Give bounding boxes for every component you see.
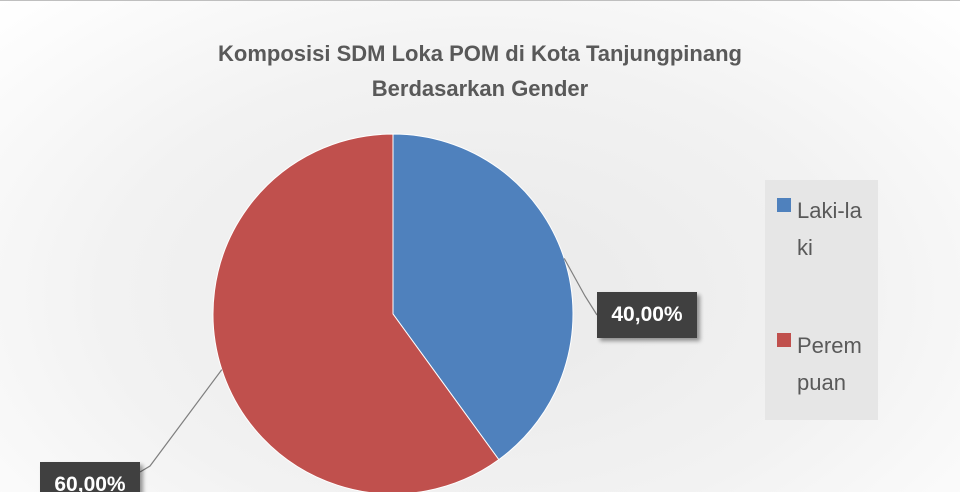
data-label: 40,00% — [597, 292, 697, 338]
legend-swatch — [777, 333, 791, 347]
pie-slice — [212, 133, 500, 492]
legend: Laki-laki Perempuan — [765, 180, 878, 420]
leader-line — [563, 258, 598, 316]
chart-title: Komposisi SDM Loka POM di Kota Tanjungpi… — [218, 41, 742, 101]
legend-label: Perempuan — [797, 333, 862, 395]
legend-label: Laki-laki — [797, 198, 862, 260]
pie-slice — [392, 133, 574, 461]
legend-swatch — [777, 198, 791, 212]
data-label: 60,00% — [40, 462, 140, 492]
leader-line — [139, 369, 223, 473]
